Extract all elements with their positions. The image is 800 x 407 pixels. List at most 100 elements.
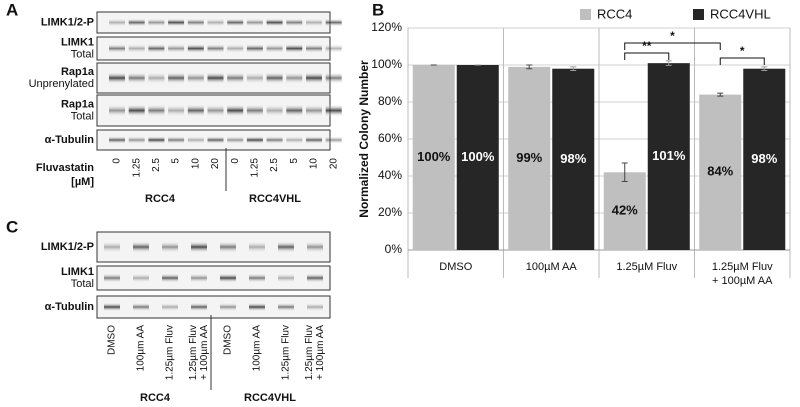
blot-band xyxy=(249,302,265,312)
y-tick-label: 120% xyxy=(371,20,402,34)
blot-band xyxy=(128,43,145,54)
blot-band xyxy=(207,43,224,54)
blot-band xyxy=(286,136,303,144)
row-label: Rap1a xyxy=(61,66,95,78)
y-tick-label: 40% xyxy=(378,168,402,182)
x-tick-label: 100µM AA xyxy=(526,261,578,273)
blot-band xyxy=(306,18,322,27)
lane-label: + 100µm AA xyxy=(315,325,326,380)
value-label: 101% xyxy=(652,148,686,163)
blot-band xyxy=(306,136,322,144)
blot-band xyxy=(191,241,207,253)
blot-box xyxy=(96,295,331,319)
lane-label: 1.25µm Fluv xyxy=(165,325,176,380)
blot-band xyxy=(307,241,323,253)
blot-band xyxy=(227,18,244,27)
blot-band xyxy=(104,302,120,312)
blot-band xyxy=(168,136,185,144)
group-label: RCC4 xyxy=(145,193,176,205)
blot-band xyxy=(246,104,263,117)
blot-band xyxy=(109,43,125,54)
significance-label: ** xyxy=(642,39,652,53)
blot-band xyxy=(104,241,120,253)
blot-band xyxy=(148,43,165,54)
blot-band xyxy=(278,241,294,253)
bar xyxy=(743,68,786,250)
blot-band xyxy=(191,273,207,283)
bar xyxy=(456,65,499,250)
lane-label: 20 xyxy=(210,158,221,170)
blot-band xyxy=(266,18,283,27)
lane-label: 2.5 xyxy=(151,158,162,172)
lane-label: 0 xyxy=(230,158,241,164)
y-axis-label: Normalized Colony Number xyxy=(357,60,371,218)
lane-label: DMSO xyxy=(223,325,234,355)
error-bar xyxy=(717,92,724,97)
lane-label: 100µm AA xyxy=(252,325,263,372)
value-label: 100% xyxy=(461,149,495,164)
blot-band xyxy=(148,136,165,144)
blot-band xyxy=(187,72,204,84)
blot-band xyxy=(128,18,145,27)
blot-band xyxy=(227,43,244,54)
bar xyxy=(508,66,551,250)
blot-band xyxy=(168,104,185,117)
lane-label: 1.25µm Fluv xyxy=(281,325,292,380)
blot-band xyxy=(168,72,185,84)
bar xyxy=(412,65,455,250)
blot-box xyxy=(96,231,331,263)
legend-swatch xyxy=(693,9,704,20)
value-label: 99% xyxy=(516,150,542,165)
lane-label: 10 xyxy=(190,158,201,170)
blot-band xyxy=(306,72,322,84)
blot-band xyxy=(266,104,283,117)
blot-band xyxy=(104,273,120,283)
error-bar xyxy=(526,64,533,70)
blot-band xyxy=(162,241,178,253)
y-tick-label: 0% xyxy=(385,242,403,256)
blot-band xyxy=(286,43,303,54)
significance-label: * xyxy=(670,29,675,43)
lane-label: 0 xyxy=(112,158,123,164)
y-tick-label: 20% xyxy=(378,205,402,219)
group-label: RCC4VHL xyxy=(249,193,301,205)
lane-label: 1.25 xyxy=(131,158,142,178)
blot-band xyxy=(266,136,283,144)
significance-label: * xyxy=(740,44,745,58)
blot-band xyxy=(207,72,224,84)
blot-band xyxy=(133,302,149,312)
blot-band xyxy=(162,273,178,283)
group-label: RCC4 xyxy=(140,392,171,404)
x-tick-label: 1.25µM Fluv xyxy=(712,261,773,273)
blot-band xyxy=(128,104,145,117)
lane-label: 100µm AA xyxy=(136,325,147,372)
blot-band xyxy=(249,241,265,253)
blot-band xyxy=(220,273,236,283)
blot-band xyxy=(187,136,204,144)
blot-band xyxy=(187,18,204,27)
legend-label: RCC4VHL xyxy=(710,6,771,21)
row-label: Rap1a xyxy=(61,98,95,110)
lane-label: DMSO xyxy=(107,325,118,355)
blot-band xyxy=(325,72,342,84)
blot-band xyxy=(109,18,125,27)
y-tick-label: 100% xyxy=(371,57,402,71)
value-label: 100% xyxy=(417,149,451,164)
blot-band xyxy=(266,43,283,54)
blot-band xyxy=(249,273,265,283)
blot-band xyxy=(246,18,263,27)
x-tick-label: DMSO xyxy=(439,261,472,273)
y-tick-label: 60% xyxy=(378,131,402,145)
blot-band xyxy=(187,43,204,54)
error-bar xyxy=(570,66,577,72)
panel-letter: A xyxy=(6,0,18,19)
row-label: α-Tubulin xyxy=(45,134,95,146)
blot-band xyxy=(220,241,236,253)
error-bar xyxy=(761,66,768,72)
x-label: Fluvastatin xyxy=(36,162,94,174)
row-label: α-Tubulin xyxy=(45,301,95,313)
row-label: Total xyxy=(71,48,94,60)
row-label: Unprenylated xyxy=(29,78,94,90)
blot-band xyxy=(191,302,207,312)
